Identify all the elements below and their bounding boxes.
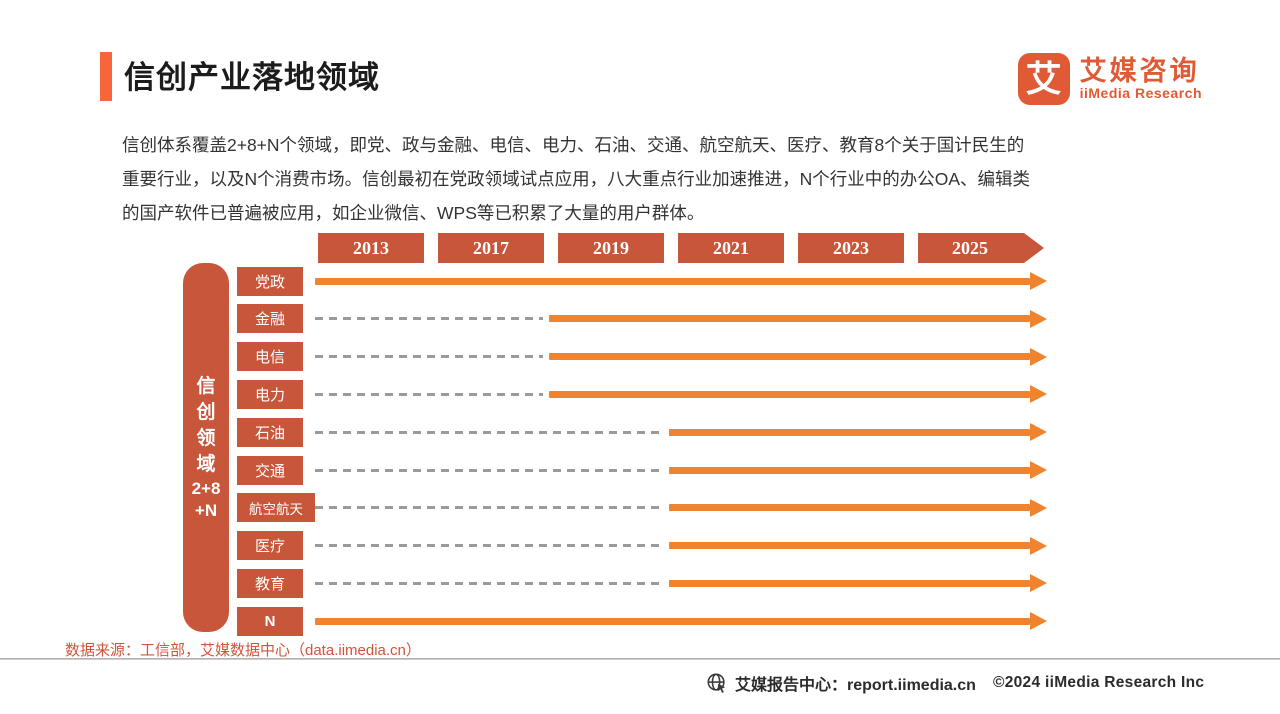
row-arrow-head-石油 [1030, 423, 1047, 442]
row-arrow-党政 [315, 277, 1030, 285]
side-label-line: 2+8 [191, 478, 221, 498]
row-dash-航空航天 [315, 506, 663, 510]
globe-cursor-icon [706, 672, 728, 694]
year-box-2013: 2013 [318, 233, 424, 263]
row-arrow-交通 [669, 466, 1030, 474]
year-box-2019: 2019 [558, 233, 664, 263]
row-arrow-金融 [549, 315, 1030, 323]
side-label-line: 创 [196, 401, 216, 423]
row-label-航空航天: 航空航天 [237, 493, 315, 523]
footer-report-center-text: 艾媒报告中心：report.iimedia.cn [735, 677, 976, 694]
row-arrow-电力 [549, 390, 1030, 398]
row-label-石油: 石油 [237, 417, 303, 447]
logo-name: 艾媒咨询 [1079, 55, 1200, 86]
row-arrow-head-医疗 [1030, 536, 1047, 555]
row-label-金融: 金融 [237, 304, 303, 334]
row-arrow-head-航空航天 [1030, 498, 1047, 517]
side-label-line: 域 [196, 453, 216, 475]
row-label-电力: 电力 [237, 379, 303, 409]
row-arrow-head-交通 [1030, 461, 1047, 479]
row-dash-交通 [315, 468, 663, 472]
year-box-2025: 2025 [918, 233, 1044, 263]
logo-subtitle: iiMedia Research [1079, 85, 1202, 102]
row-arrow-N [315, 617, 1030, 625]
row-arrow-head-党政 [1030, 272, 1047, 290]
side-label-bar: 信创领域 2+8 +N [183, 263, 229, 632]
year-box-2021: 2021 [678, 233, 784, 263]
row-dash-电信 [315, 355, 543, 359]
year-box-2023: 2023 [798, 233, 904, 263]
side-label-line: 信 [196, 375, 216, 397]
row-dash-金融 [315, 317, 543, 321]
row-label-N: N [237, 606, 303, 636]
row-arrow-石油 [669, 428, 1030, 436]
row-label-教育: 教育 [237, 568, 303, 598]
year-box-2017: 2017 [438, 233, 544, 263]
footer-copyright: ©2024 iiMedia Research Inc [993, 674, 1205, 691]
row-label-交通: 交通 [237, 455, 303, 485]
row-arrow-head-电力 [1030, 385, 1047, 404]
row-arrow-head-N [1030, 612, 1047, 631]
row-label-医疗: 医疗 [237, 531, 303, 561]
intro-line-1: 信创体系覆盖2+8+N个领域，即党、政与金融、电信、电力、石油、交通、航空航天、… [122, 135, 1025, 155]
side-label-line: 领 [196, 427, 216, 449]
row-dash-教育 [315, 581, 663, 585]
row-dash-医疗 [315, 544, 663, 548]
intro-line-2: 重要行业，以及N个消费市场。信创最初在党政领域试点应用，八大重点行业加速推进，N… [122, 169, 1031, 189]
iimedia-logo-icon: 艾 [1017, 53, 1070, 105]
side-label-line: +N [194, 500, 218, 520]
row-arrow-教育 [669, 579, 1030, 587]
row-dash-电力 [315, 392, 543, 396]
data-source-note: 数据来源：工信部，艾媒数据中心（data.iimedia.cn） [65, 642, 421, 659]
title-accent-bar [100, 52, 112, 101]
row-arrow-head-电信 [1030, 347, 1047, 366]
row-label-党政: 党政 [237, 266, 303, 296]
page-title: 信创产业落地领域 [124, 60, 380, 95]
row-arrow-电信 [549, 353, 1030, 361]
footer: 艾媒报告中心：report.iimedia.cn ©2024 iiMedia R… [0, 666, 1280, 700]
iimedia-logo: 艾 艾媒咨询 iiMedia Research [1017, 53, 1202, 105]
row-arrow-航空航天 [669, 504, 1030, 512]
row-arrow-head-金融 [1030, 309, 1047, 328]
footer-divider [0, 658, 1280, 660]
row-arrow-医疗 [669, 542, 1030, 550]
intro-line-3: 的国产软件已普遍被应用，如企业微信、WPS等已积累了大量的用户群体。 [122, 203, 705, 223]
row-arrow-head-教育 [1030, 574, 1047, 593]
footer-report-center: 艾媒报告中心：report.iimedia.cn [706, 671, 976, 695]
row-label-电信: 电信 [237, 342, 303, 372]
row-dash-石油 [315, 430, 663, 434]
intro-paragraph: 信创体系覆盖2+8+N个领域，即党、政与金融、电信、电力、石油、交通、航空航天、… [122, 128, 1162, 230]
